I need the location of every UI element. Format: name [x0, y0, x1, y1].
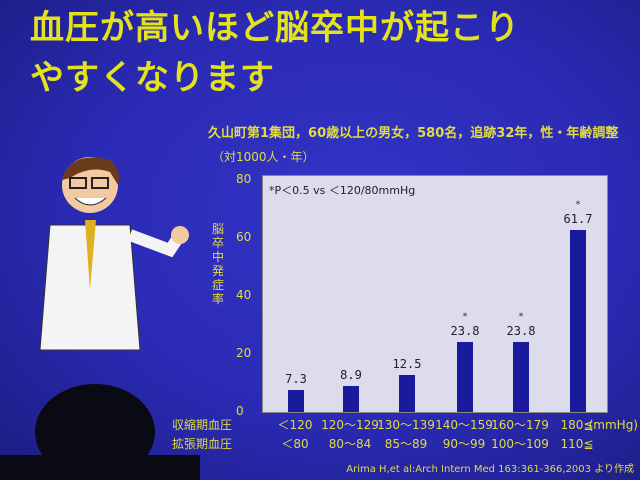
citation: Arima H,et al:Arch Intern Med 163:361-36…: [346, 464, 634, 475]
diastolic-row-label: 拡張期血圧: [171, 437, 232, 451]
significance-note: *P＜0.5 vs ＜120/80mmHg: [269, 184, 416, 197]
y-tick-label: 40: [236, 288, 252, 302]
y-tick-label: 80: [236, 172, 252, 186]
data-label: 23.8: [450, 323, 480, 338]
plot-area: *P＜0.5 vs ＜120/80mmHg 7.3 8.9 12.5 23.8 * 23.…: [262, 175, 608, 413]
unit-label: （対1000人・年）: [212, 150, 315, 164]
data-label: 61.7: [563, 211, 593, 226]
x-tick-label-diastolic: 90～99: [442, 437, 486, 451]
bar: [457, 341, 473, 412]
systolic-row-label: 収縮期血圧: [171, 418, 232, 432]
y-axis-label: 脳卒中発症率: [212, 222, 225, 306]
bar: [343, 385, 359, 412]
y-tick-label: 20: [236, 346, 252, 360]
x-tick-label-systolic: 180≦: [560, 418, 594, 432]
audience-head-silhouette: [0, 384, 200, 480]
x-tick-label-systolic: ＜120: [277, 418, 313, 432]
data-label: 7.3: [285, 372, 307, 387]
x-tick-label-systolic: 160～179: [491, 418, 549, 432]
bar: [399, 375, 415, 412]
x-tick-label-systolic: 130～139: [377, 418, 435, 432]
x-tick-label-diastolic: 100～109: [491, 437, 549, 451]
slide-title-line1: 血圧が高いほど脳卒中が起こり: [30, 8, 520, 48]
x-tick-label-systolic: 140～159: [435, 418, 493, 432]
significance-marker: *: [462, 311, 468, 322]
data-label: 12.5: [392, 357, 422, 372]
bar: [570, 229, 586, 412]
x-unit-label: (mmHg): [588, 418, 638, 432]
data-label: 8.9: [340, 367, 362, 382]
slide-title-line2: やすくなります: [30, 58, 275, 98]
x-tick-label-diastolic: ＜80: [281, 437, 309, 451]
x-tick-label-diastolic: 80～84: [328, 437, 372, 451]
significance-marker: *: [575, 199, 581, 210]
data-label: 23.8: [506, 323, 536, 338]
x-tick-label-systolic: 120～129: [321, 418, 379, 432]
x-tick-label-diastolic: 85～89: [384, 437, 428, 451]
x-tick-label-diastolic: 110≦: [560, 437, 594, 451]
y-tick-label: 60: [236, 230, 252, 244]
bar: [288, 390, 304, 412]
y-tick-label: 0: [236, 404, 244, 418]
doctor-illustration: [39, 157, 189, 351]
bar: [513, 341, 529, 412]
study-description: 久山町第1集団，60歳以上の男女，580名，追跡32年，性・年齢調整: [208, 126, 619, 141]
significance-marker: *: [518, 311, 524, 322]
